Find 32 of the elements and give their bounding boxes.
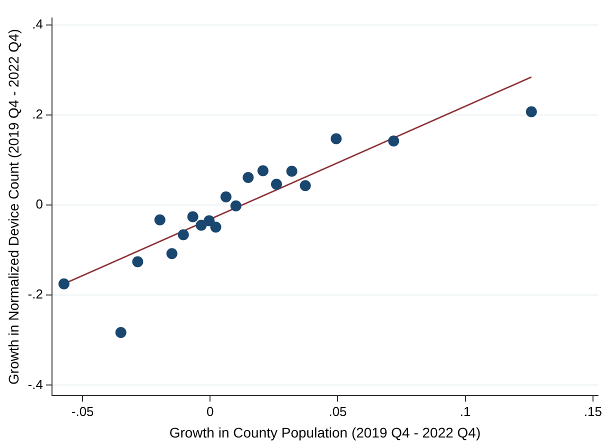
point (204, 215, 215, 226)
point (115, 327, 126, 338)
point (242, 172, 254, 184)
x-tick-label: .05 (328, 404, 347, 419)
y-tick-label: .4 (32, 16, 43, 32)
point (300, 180, 311, 192)
point (526, 106, 537, 118)
x-tick-label: .1 (460, 404, 471, 419)
point (257, 165, 268, 176)
point (286, 166, 298, 177)
point (330, 133, 342, 144)
x-tick-label: 0 (206, 404, 214, 419)
y-tick-label: -.2 (28, 286, 43, 302)
point (271, 178, 282, 190)
point (154, 214, 166, 226)
point (220, 191, 232, 202)
x-tick-label: .15 (584, 404, 602, 419)
x-axis-title: Growth in County Population (2019 Q4 - 2022 Q4) (169, 424, 481, 440)
point (187, 211, 198, 222)
point (58, 278, 70, 290)
y-tick-label: 0 (36, 196, 43, 212)
point (230, 200, 242, 212)
point (196, 220, 207, 231)
point (178, 229, 189, 240)
y-axis-title: Growth in Normalized Device Count (2019 Q4 - 2022 Q4) (5, 28, 22, 385)
point (166, 248, 178, 260)
y-tick-label: -.4 (28, 376, 43, 392)
x-tick-label: -.05 (71, 404, 94, 419)
point (132, 256, 144, 268)
point (388, 136, 400, 147)
y-tick-label: .2 (32, 106, 43, 122)
point (210, 222, 222, 233)
